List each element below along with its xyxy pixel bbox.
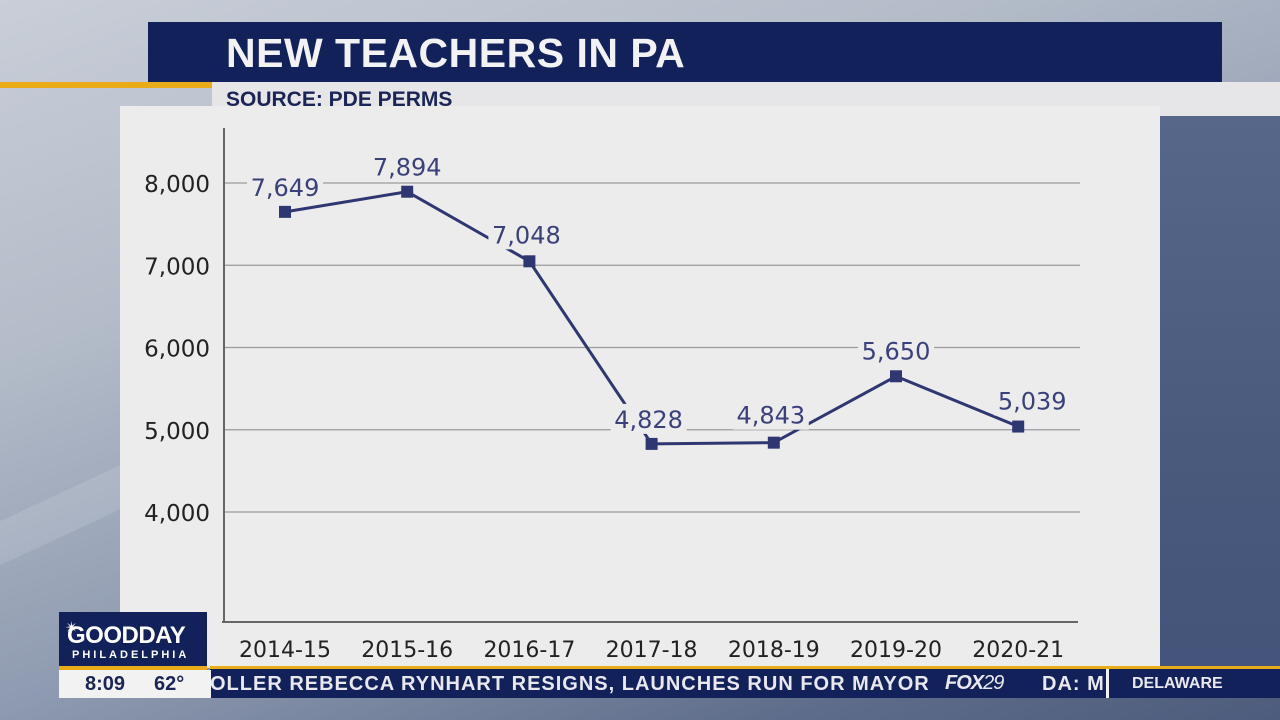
data-label-background [247, 171, 323, 202]
data-label-background [610, 403, 687, 434]
fox29-logo: FOX29 [945, 672, 1004, 695]
data-point-marker [645, 437, 658, 450]
x-tick-label: 2018-19 [728, 638, 820, 663]
title-bar: NEW TEACHERS IN PA [148, 22, 1222, 82]
clock-time: 8:09 [85, 673, 126, 695]
x-tick-label: 2020-21 [972, 638, 1064, 663]
temperature: 62° [154, 673, 185, 695]
logo-wordmark: GOODDAY [67, 622, 186, 650]
ticker-headline: OLLER REBECCA RYNHART RESIGNS, LAUNCHES … [210, 673, 930, 695]
data-label-background [994, 385, 1071, 416]
network-logo-number: 29 [983, 672, 1004, 694]
data-label: 7,649 [251, 174, 320, 202]
x-tick-label: 2014-15 [239, 638, 331, 663]
background-panel [1160, 116, 1280, 668]
network-logo-text: FOX [945, 672, 984, 694]
y-tick-label: 4,000 [144, 501, 210, 527]
data-point-marker [279, 205, 291, 218]
data-point-marker [523, 255, 536, 268]
chart-title: NEW TEACHERS IN PA [226, 30, 686, 76]
logo-word-good: GOOD [67, 622, 139, 649]
data-label-background [369, 151, 446, 182]
data-label: 7,894 [373, 154, 442, 182]
data-label-background [732, 399, 809, 430]
ticker-continuation: DA: M [1042, 673, 1105, 695]
data-point-marker [890, 370, 902, 383]
data-label: 5,039 [998, 388, 1067, 416]
x-tick-label: 2019-20 [850, 638, 942, 663]
news-ticker: OLLER REBECCA RYNHART RESIGNS, LAUNCHES … [210, 666, 1280, 698]
data-label-background [858, 335, 934, 366]
data-label-background [488, 219, 565, 250]
good-day-philadelphia-logo: ✴ GOODDAY PHILADELPHIA [59, 612, 207, 670]
y-tick-label: 6,000 [144, 337, 210, 363]
time-temp-box: 8:09 62° [59, 670, 211, 698]
x-tick-label: 2017-18 [606, 638, 698, 663]
source-label: SOURCE: PDE PERMS [226, 88, 453, 111]
sun-icon: ✴ [65, 620, 79, 637]
ticker-divider [1106, 669, 1109, 698]
gold-accent-line [0, 82, 213, 88]
data-point-marker [401, 185, 414, 198]
data-label: 4,843 [736, 402, 805, 430]
data-point-marker [1012, 420, 1025, 433]
logo-city: PHILADELPHIA [72, 649, 190, 661]
logo-word-day: DAY [138, 622, 186, 649]
y-tick-label: 5,000 [144, 419, 210, 445]
ticker-region: DELAWARE [1132, 675, 1223, 692]
data-label: 4,828 [614, 406, 683, 434]
data-label: 7,048 [492, 221, 561, 249]
data-label: 5,650 [862, 337, 931, 365]
line-chart: 4,000 5,000 6,000 7,000 8,000 2014-15 2015-16 2… [144, 128, 1080, 663]
x-tick-label: 2016-17 [483, 638, 575, 663]
x-tick-label: 2015-16 [361, 638, 453, 663]
data-point-marker [767, 436, 780, 449]
chart-panel: 4,000 5,000 6,000 7,000 8,000 2014-15 2015-16 2… [120, 106, 1160, 668]
y-tick-label: 8,000 [144, 172, 210, 198]
y-tick-label: 7,000 [144, 254, 210, 280]
